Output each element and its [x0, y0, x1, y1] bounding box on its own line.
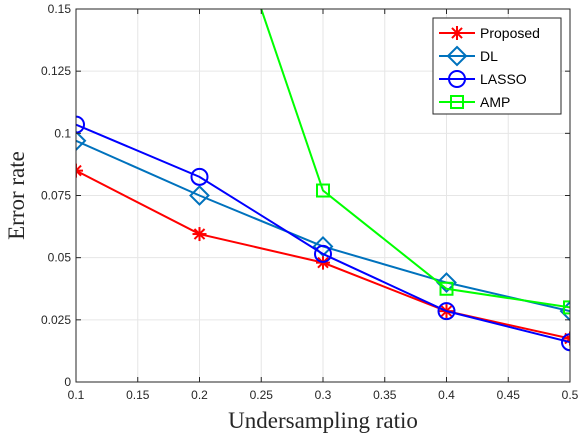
x-axis-label: Undersampling ratio — [228, 408, 418, 433]
y-tick-label: 0.05 — [48, 251, 72, 265]
axis-ticks: 0.1 0.15 0.2 0.25 0.3 0.35 0.4 0.45 0.5 0 0.025 0.0… — [41, 2, 579, 402]
data-point-lasso — [76, 115, 85, 134]
data-point-dl — [189, 185, 210, 206]
y-tick-label: 0.1 — [54, 126, 71, 140]
x-tick-label: 0.3 — [315, 388, 332, 402]
data-point-proposed — [192, 227, 207, 242]
data-point-dl — [312, 236, 334, 257]
x-tick-label: 0.1 — [68, 388, 85, 402]
data-point-amp — [316, 183, 330, 198]
data-point-dl — [436, 272, 457, 293]
x-tick-label: 0.2 — [191, 388, 208, 402]
data-point-proposed — [76, 163, 83, 178]
data-point-dl — [76, 130, 87, 152]
data-point-lasso — [190, 167, 209, 186]
y-tick-label: 0.125 — [41, 64, 71, 78]
y-tick-label: 0.075 — [41, 189, 71, 203]
series-amp — [260, 9, 570, 315]
data-point-amp — [439, 281, 454, 296]
x-tick-label: 0.45 — [497, 388, 521, 402]
legend-entry-amp: AMP — [439, 94, 510, 110]
legend-marker — [446, 45, 468, 67]
y-tick-label: 0.025 — [41, 313, 71, 327]
legend: Proposed DL LASSO AMP — [432, 17, 562, 115]
x-tick-label: 0.15 — [126, 388, 150, 402]
series-lines — [76, 9, 570, 352]
data-point-lasso — [314, 244, 332, 263]
y-tick-label: 0.15 — [48, 2, 72, 16]
legend-label: Proposed — [480, 25, 540, 41]
legend-entry-dl: DL — [439, 45, 498, 67]
legend-entry-lasso: LASSO — [439, 70, 527, 88]
data-point-amp — [563, 300, 570, 315]
legend-marker — [448, 70, 466, 88]
legend-label: DL — [480, 48, 498, 64]
series-line-amp — [260, 9, 570, 309]
legend-label: LASSO — [480, 71, 527, 87]
x-tick-label: 0.5 — [562, 388, 579, 402]
y-tick-label: 0 — [64, 375, 71, 389]
y-axis-label: Error rate — [4, 151, 29, 240]
series-lasso — [76, 115, 570, 352]
x-tick-label: 0.25 — [250, 388, 274, 402]
legend-label: AMP — [480, 94, 510, 110]
legend-marker — [450, 95, 464, 109]
x-tick-label: 0.35 — [373, 388, 397, 402]
legend-entry-proposed: Proposed — [439, 25, 540, 41]
data-point-lasso — [437, 302, 456, 321]
series-line-lasso — [76, 123, 570, 344]
x-tick-label: 0.4 — [438, 388, 455, 402]
legend-marker — [450, 26, 464, 40]
data-point-lasso — [561, 333, 570, 352]
